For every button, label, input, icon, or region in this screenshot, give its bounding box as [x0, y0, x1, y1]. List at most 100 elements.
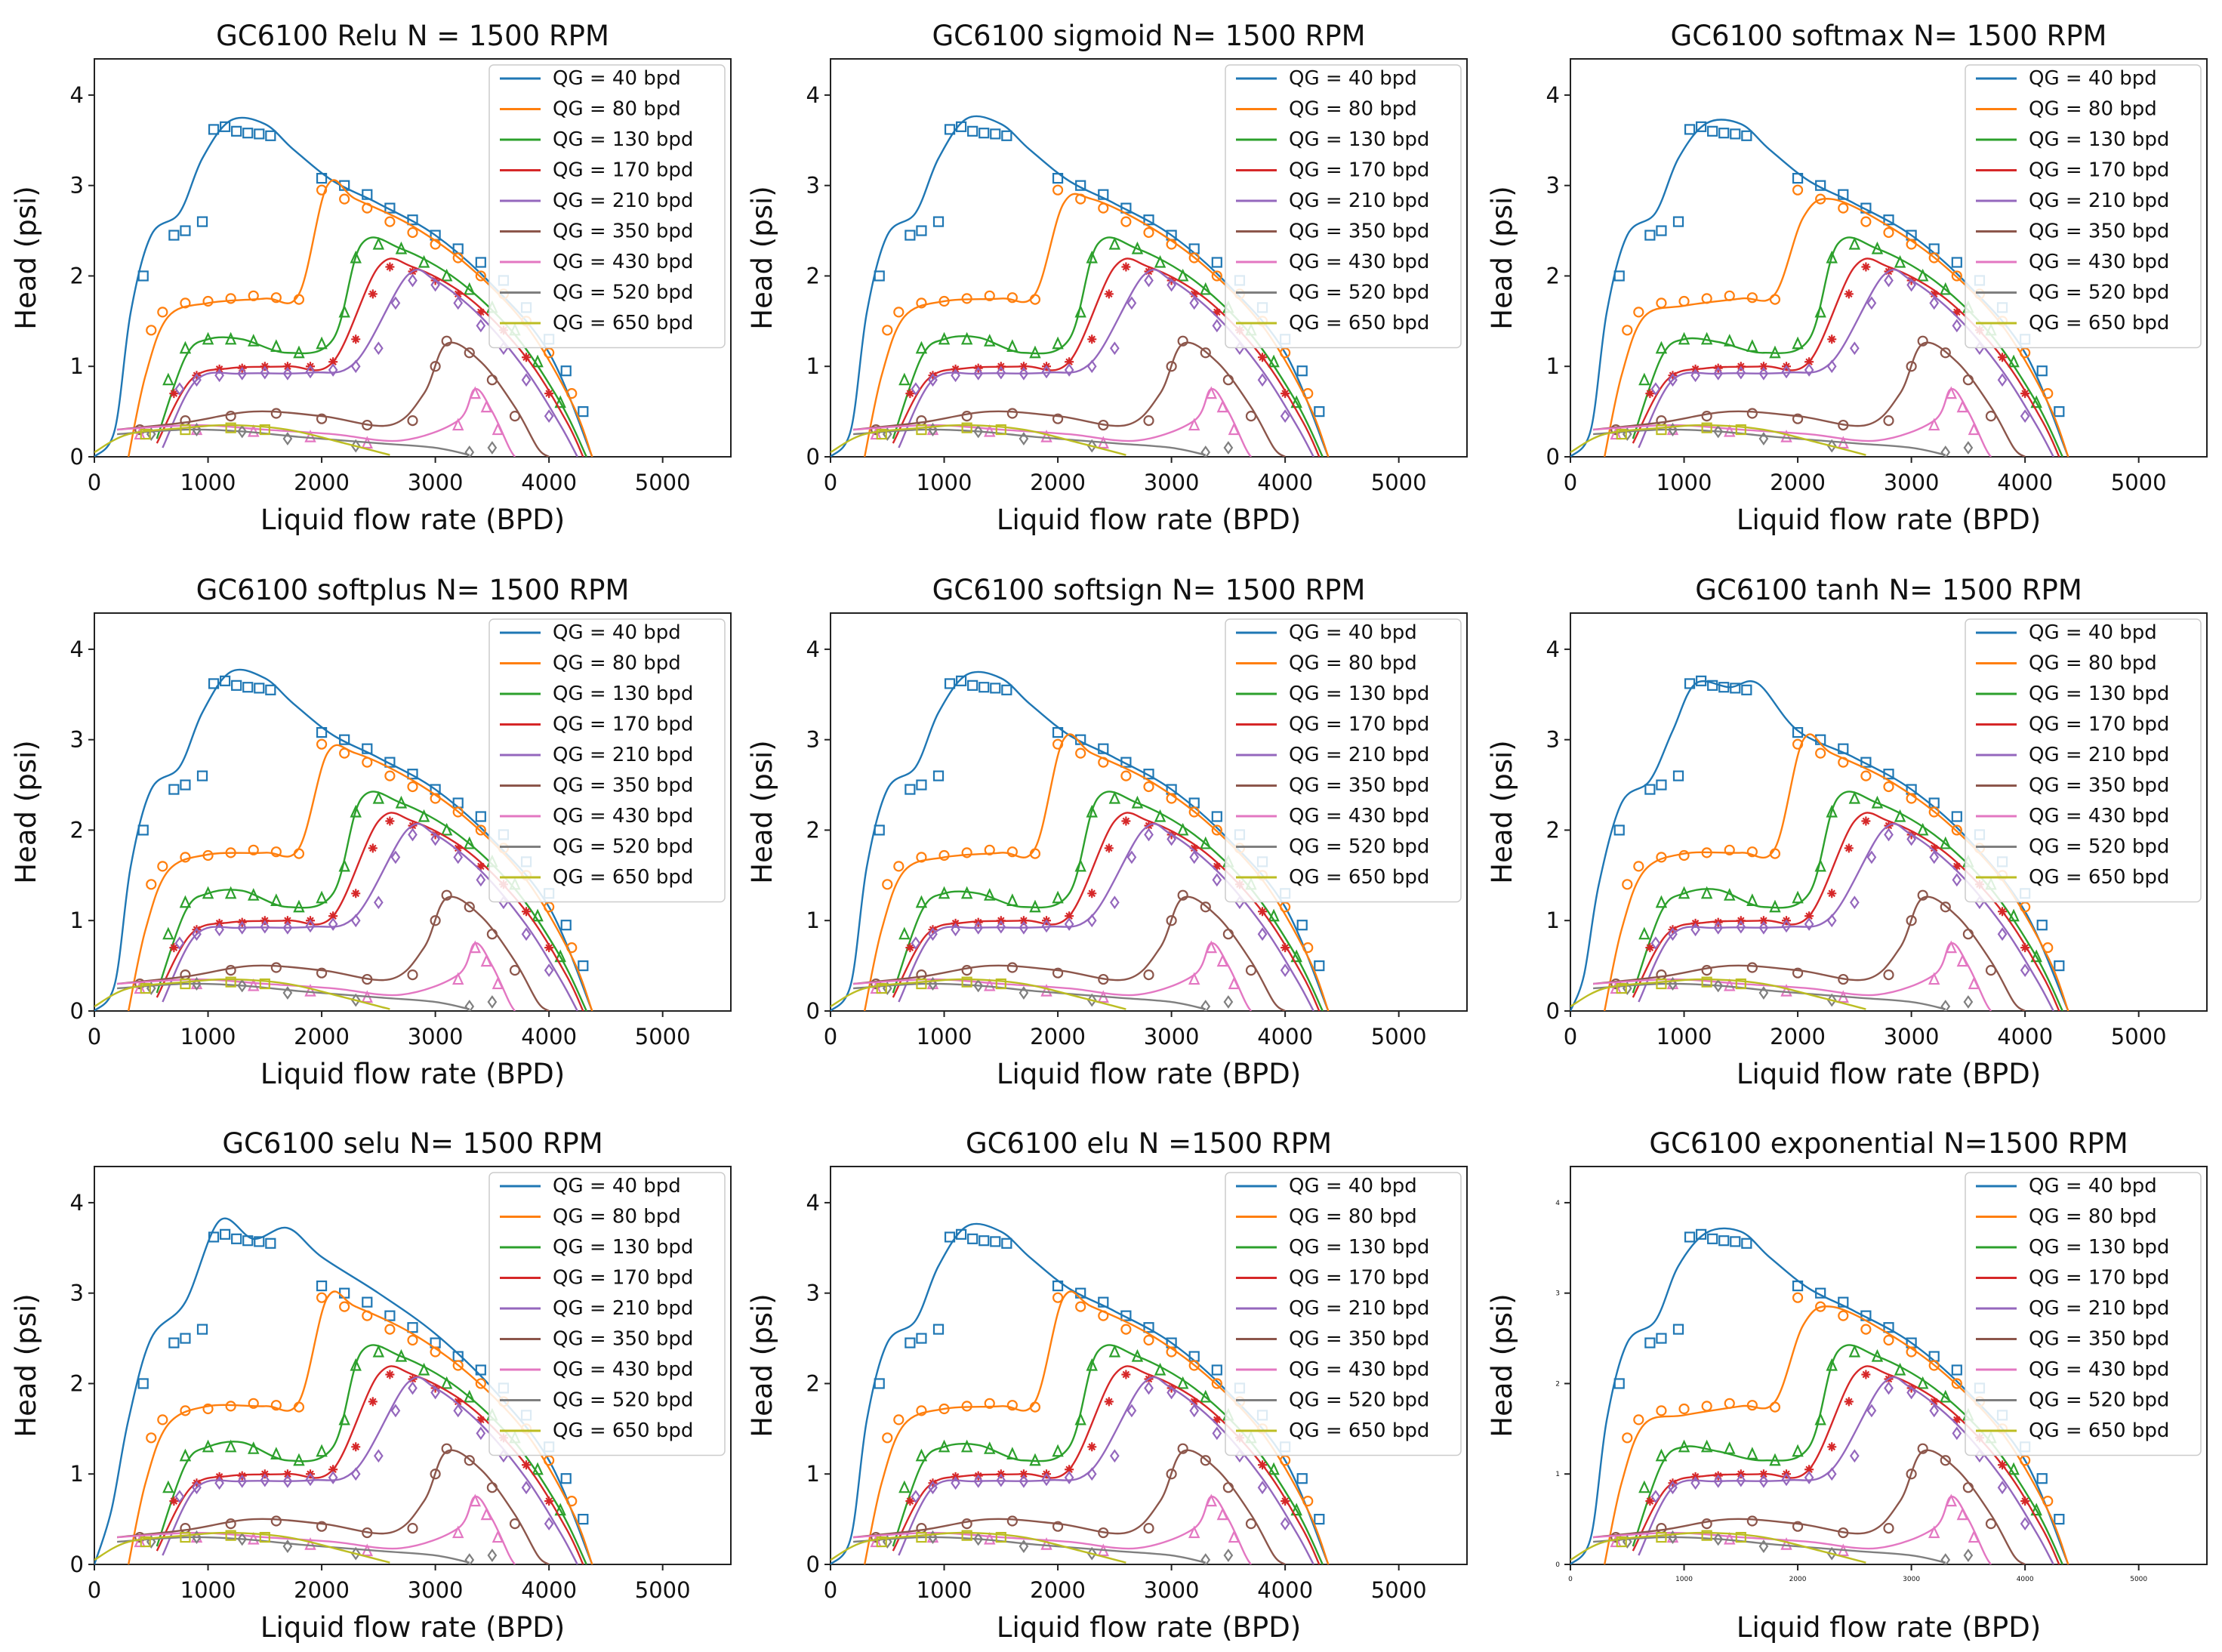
data-marker-1	[1951, 1378, 1962, 1389]
data-marker-2	[1108, 791, 1121, 804]
data-marker-0	[1672, 216, 1684, 227]
data-marker-4	[1713, 366, 1724, 381]
data-marker-5	[1985, 411, 1997, 422]
data-marker-1	[1188, 1360, 1200, 1371]
data-marker-1	[384, 1324, 396, 1335]
data-marker-3	[1929, 289, 1939, 299]
data-marker-4	[1166, 1385, 1176, 1400]
legend-label: QG = 80 bpd	[1289, 98, 1417, 121]
series-line-7	[1593, 982, 1946, 1010]
legend-label: QG = 40 bpd	[2029, 67, 2157, 90]
data-marker-3	[1844, 1397, 1854, 1407]
data-marker-1	[180, 1405, 191, 1416]
subplot-0: GC6100 Relu N = 1500 RPM 0 1000 2000 3000 400…	[10, 20, 732, 536]
data-marker-1	[1838, 757, 1849, 768]
data-marker-5	[1166, 1469, 1177, 1480]
data-marker-2	[1848, 1344, 1861, 1358]
data-marker-2	[248, 1441, 260, 1454]
data-marker-2	[1029, 345, 1041, 359]
data-marker-0	[1741, 684, 1752, 695]
data-marker-1	[938, 1403, 950, 1415]
x-tick-label: 2000	[294, 470, 350, 495]
series-line-8	[1570, 978, 1866, 1010]
data-marker-7	[1019, 986, 1029, 1000]
data-marker-7	[1826, 1546, 1837, 1561]
y-tick-label: 4	[806, 82, 820, 108]
data-marker-6	[1216, 1507, 1229, 1521]
y-tick-label: 1	[806, 908, 820, 933]
x-tick-label: 1000	[180, 1577, 236, 1603]
y-tick-label: 0	[70, 998, 84, 1024]
data-marker-1	[2020, 902, 2031, 913]
data-marker-0	[1792, 726, 1804, 738]
data-marker-0	[180, 779, 191, 791]
legend-label: QG = 520 bpd	[1289, 1389, 1429, 1412]
data-marker-4	[430, 832, 440, 846]
data-marker-0	[231, 1233, 242, 1244]
data-marker-1	[225, 847, 236, 858]
data-marker-5	[961, 965, 972, 976]
data-marker-5	[1746, 962, 1758, 973]
data-marker-0	[220, 675, 231, 686]
data-marker-4	[305, 365, 316, 379]
data-marker-4	[1997, 1481, 2008, 1495]
data-marker-2	[2030, 1503, 2042, 1516]
data-marker-0	[905, 230, 916, 241]
data-marker-3	[351, 334, 361, 344]
data-marker-1	[1815, 193, 1826, 205]
x-tick-label: 5000	[635, 1577, 691, 1603]
y-tick-label: 3	[70, 1281, 84, 1306]
data-marker-1	[1883, 1334, 1894, 1346]
data-marker-1	[362, 1310, 373, 1321]
data-marker-0	[932, 216, 945, 227]
data-marker-0	[407, 1322, 418, 1333]
data-marker-4	[1736, 1473, 1746, 1487]
x-tick-label: 4000	[521, 1577, 577, 1603]
data-marker-7	[1758, 986, 1769, 1000]
legend-label: QG = 350 bpd	[1289, 220, 1429, 243]
data-marker-8	[140, 428, 151, 440]
data-marker-6	[1968, 1530, 1980, 1543]
data-marker-3	[1929, 843, 1939, 853]
plot-area-frame	[830, 612, 1468, 1012]
data-marker-0	[1314, 960, 1325, 972]
y-tick-label: 3	[806, 173, 820, 199]
data-marker-3	[368, 289, 378, 299]
data-marker-5	[1200, 347, 1211, 359]
data-marker-7	[1940, 1553, 1951, 1564]
data-marker-6	[1968, 976, 1980, 990]
data-marker-2	[1154, 809, 1166, 822]
data-marker-1	[1006, 1400, 1018, 1411]
data-marker-2	[1086, 1358, 1098, 1371]
data-marker-4	[1866, 296, 1877, 310]
y-tick-label: 1	[1546, 353, 1560, 379]
data-marker-6	[870, 981, 882, 994]
data-marker-4	[2020, 1517, 2030, 1530]
data-marker-6	[451, 418, 464, 431]
data-marker-2	[1268, 354, 1280, 368]
legend-label: QG = 350 bpd	[553, 1328, 693, 1351]
data-marker-0	[208, 678, 220, 689]
data-marker-0	[1613, 824, 1625, 836]
data-marker-8	[1656, 978, 1667, 990]
data-marker-1	[984, 844, 995, 855]
data-marker-8	[876, 982, 887, 994]
data-marker-7	[487, 995, 498, 1009]
y-tick-label: 0	[806, 1552, 820, 1577]
data-marker-2	[179, 341, 192, 354]
data-marker-4	[476, 1426, 486, 1441]
data-marker-3	[1998, 1460, 2008, 1470]
legend-box	[1965, 64, 2202, 349]
data-marker-2	[532, 354, 544, 368]
data-marker-0	[1143, 1322, 1154, 1333]
data-marker-6	[1945, 940, 1958, 954]
data-marker-4	[1189, 1404, 1200, 1418]
data-marker-6	[469, 940, 482, 954]
data-marker-6	[1228, 1530, 1240, 1543]
data-marker-5	[509, 1518, 521, 1530]
data-marker-1	[157, 861, 168, 872]
data-marker-2	[1826, 1358, 1838, 1371]
data-marker-4	[214, 1476, 224, 1490]
data-marker-4	[1849, 895, 1860, 910]
data-marker-6	[1724, 978, 1736, 991]
